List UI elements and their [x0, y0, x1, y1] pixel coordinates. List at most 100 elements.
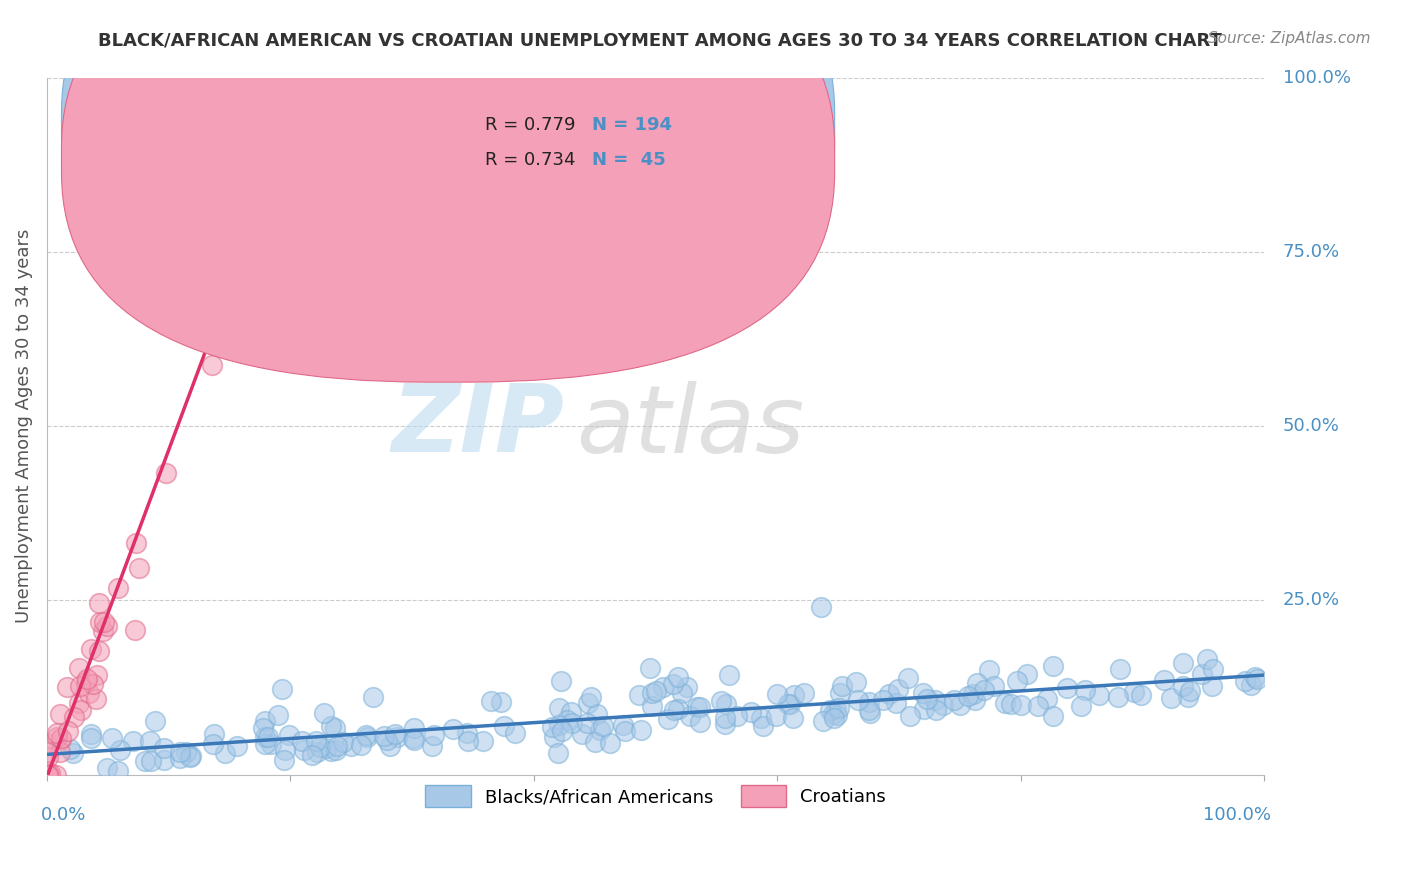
Point	[1036, 692, 1059, 706]
Point	[472, 734, 495, 748]
Point	[155, 466, 177, 480]
Point	[973, 683, 995, 698]
Point	[586, 706, 609, 721]
Point	[1005, 673, 1028, 688]
Point	[1107, 690, 1129, 704]
Point	[108, 743, 131, 757]
Point	[1028, 698, 1050, 713]
Point	[547, 718, 569, 732]
Point	[254, 731, 277, 745]
Point	[983, 679, 1005, 693]
Point	[811, 714, 834, 729]
Point	[592, 719, 614, 733]
Point	[676, 680, 699, 694]
Point	[77, 686, 100, 700]
Point	[86, 667, 108, 681]
Point	[886, 681, 908, 696]
Point	[489, 695, 512, 709]
Point	[1178, 684, 1201, 698]
Point	[363, 690, 385, 704]
Text: N =  45: N = 45	[592, 151, 666, 169]
Point	[1000, 697, 1022, 711]
Text: 100.0%: 100.0%	[1202, 806, 1271, 824]
Point	[668, 671, 690, 685]
Point	[354, 728, 377, 742]
Point	[630, 723, 652, 737]
Text: Source: ZipAtlas.com: Source: ZipAtlas.com	[1208, 31, 1371, 46]
Point	[37, 767, 59, 781]
Point	[1197, 652, 1219, 666]
Point	[253, 737, 276, 751]
Point	[932, 698, 955, 712]
FancyBboxPatch shape	[62, 0, 835, 347]
Point	[387, 730, 409, 744]
Point	[62, 709, 84, 723]
Point	[443, 723, 465, 737]
Point	[93, 615, 115, 629]
Point	[44, 767, 66, 781]
Point	[35, 767, 58, 781]
Text: 100.0%: 100.0%	[1282, 69, 1351, 87]
Point	[543, 730, 565, 744]
Point	[897, 671, 920, 685]
Point	[956, 689, 979, 703]
Point	[37, 738, 59, 752]
Point	[576, 696, 599, 710]
Point	[107, 764, 129, 779]
Point	[323, 721, 346, 735]
Point	[1070, 698, 1092, 713]
Point	[503, 726, 526, 740]
Point	[576, 715, 599, 730]
Point	[765, 709, 787, 723]
Point	[422, 728, 444, 742]
Point	[107, 581, 129, 595]
Point	[270, 682, 292, 697]
Point	[266, 708, 288, 723]
Text: BLACK/AFRICAN AMERICAN VS CROATIAN UNEMPLOYMENT AMONG AGES 30 TO 34 YEARS CORREL: BLACK/AFRICAN AMERICAN VS CROATIAN UNEMP…	[98, 31, 1222, 49]
Point	[122, 733, 145, 747]
Point	[1073, 683, 1095, 698]
Point	[783, 688, 806, 702]
Point	[1246, 673, 1268, 687]
Point	[714, 711, 737, 725]
Text: R = 0.734: R = 0.734	[485, 151, 575, 169]
Point	[325, 742, 347, 756]
Point	[924, 692, 946, 706]
Point	[963, 693, 986, 707]
Point	[37, 749, 59, 764]
Point	[1173, 679, 1195, 693]
Point	[979, 663, 1001, 677]
Point	[638, 661, 661, 675]
Point	[548, 701, 571, 715]
Point	[541, 720, 564, 734]
Point	[58, 724, 80, 739]
Point	[46, 726, 69, 740]
Point	[201, 738, 224, 752]
Text: 75.0%: 75.0%	[1282, 243, 1340, 260]
Point	[662, 677, 685, 691]
Point	[332, 734, 354, 748]
Text: atlas: atlas	[576, 381, 804, 472]
Point	[134, 755, 156, 769]
Point	[884, 696, 907, 710]
Point	[846, 693, 869, 707]
Point	[93, 624, 115, 639]
Text: ZIP: ZIP	[391, 380, 564, 472]
Point	[765, 687, 787, 701]
Point	[384, 727, 406, 741]
Point	[457, 734, 479, 748]
Point	[686, 699, 709, 714]
Point	[1129, 688, 1152, 702]
Point	[290, 734, 312, 748]
Point	[666, 701, 689, 715]
Point	[1202, 661, 1225, 675]
Point	[101, 731, 124, 745]
Point	[912, 701, 935, 715]
Point	[657, 712, 679, 726]
Point	[37, 767, 59, 781]
Point	[710, 694, 733, 708]
Point	[82, 676, 104, 690]
Point	[402, 722, 425, 736]
Point	[314, 706, 336, 720]
Point	[547, 746, 569, 760]
